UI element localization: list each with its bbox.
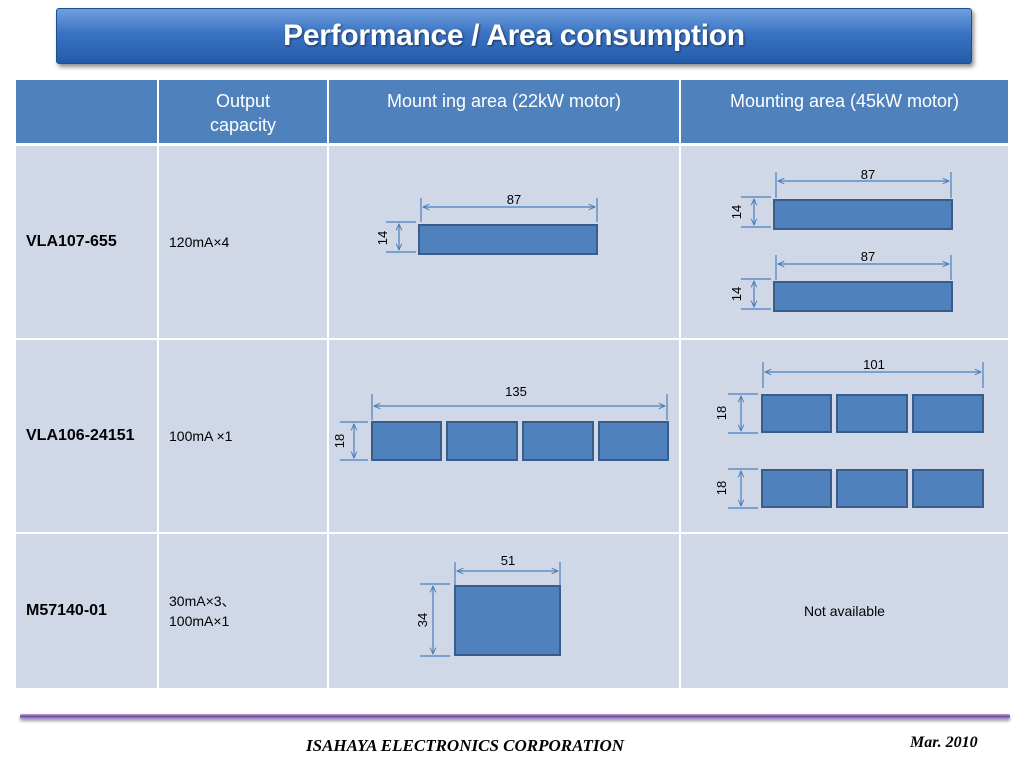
row2-45kw-height-label-2: 18 [714,481,729,495]
row2-22kw-module-2 [446,421,518,461]
title-banner: Performance / Area consumption [56,8,972,64]
row1-output-value: 120mA×4 [169,234,230,250]
row2-part-name: VLA106-24151 [26,427,135,444]
row3-part-name: M57140-01 [26,602,107,619]
row1-22kw-height-label: 14 [375,231,390,245]
page-title: Performance / Area consumption [283,19,745,52]
row1-45kw-height-label-2: 14 [729,287,744,301]
row3-area-45kw: Not available [681,534,1008,688]
performance-table: Output capacity Mount ing area (22kW mot… [16,80,1008,688]
row2-22kw-module-4 [598,421,669,461]
row1-45kw-height-label-1: 14 [729,205,744,219]
row2-45kw-module-4 [761,469,832,508]
row3-output-line2: 100mA×1 [169,613,230,629]
row3-22kw-height-label: 34 [415,613,430,627]
row1-22kw-module [418,224,598,255]
header-output-capacity-label: Output capacity [209,91,277,135]
footer-date: Mar. 2010 [910,734,978,751]
header-output-capacity: Output capacity [159,80,327,143]
row3-output: 30mA×3、 100mA×1 [159,534,327,688]
row1-45kw-width-label-2: 87 [861,249,875,264]
footer-divider [20,714,1010,719]
row2-45kw-module-5 [836,469,908,508]
row2-22kw-height-label: 18 [332,434,347,448]
row2-22kw-module-1 [371,421,442,461]
row1-45kw-module-bottom [773,281,953,312]
row2-45kw-module-2 [836,394,908,433]
row2-part: VLA106-24151 [16,340,157,532]
row3-22kw-module [454,585,561,656]
not-available-text: Not available [804,603,885,619]
row3-output-line1: 30mA×3、 [169,593,236,609]
header-area-22kw: Mount ing area (22kW motor) [329,80,679,143]
row1-45kw-module-top [773,199,953,230]
row3-part: M57140-01 [16,534,157,688]
header-area-45kw: Mounting area (45kW motor) [681,80,1008,143]
row2-output: 100mA ×1 [159,340,327,532]
company-name: ISAHAYA ELECTRONICS CORPORATION [306,736,625,755]
row1-output: 120mA×4 [159,146,327,338]
row2-45kw-module-3 [912,394,984,433]
header-blank [16,80,157,143]
row3-22kw-width-label: 51 [501,553,515,568]
row1-22kw-width-label: 87 [507,192,521,207]
row2-45kw-module-6 [912,469,984,508]
row2-22kw-width-label: 135 [505,384,527,399]
row2-22kw-module-3 [522,421,594,461]
row1-part-name: VLA107-655 [26,233,117,250]
row2-45kw-height-label-1: 18 [714,406,729,420]
row2-output-value: 100mA ×1 [169,428,233,444]
row2-45kw-width-label: 101 [863,357,885,372]
row1-part: VLA107-655 [16,146,157,338]
row1-45kw-width-label-1: 87 [861,167,875,182]
row2-45kw-module-1 [761,394,832,433]
